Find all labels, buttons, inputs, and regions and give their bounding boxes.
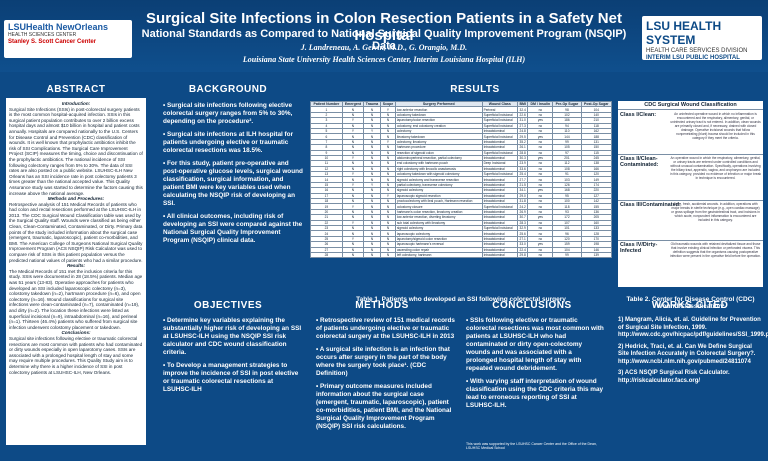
- poster-title: Surgical Site Infections in Colon Resect…: [146, 10, 622, 44]
- methods-heading: METHODS: [355, 300, 409, 311]
- cdc-class-description: An operative wound in which the respirat…: [670, 156, 762, 180]
- cdc-class-description: Open, fresh, accidental wounds. In addit…: [671, 202, 760, 222]
- table-cell: N: [380, 251, 396, 259]
- table-cell: 139: [580, 251, 613, 259]
- conclusions-list: • SSIs following elective or traumatic c…: [466, 317, 604, 415]
- table-cell: Superficial Incisional: [481, 133, 518, 140]
- table-cell: Superficial Incisional: [481, 203, 518, 210]
- table-cell: Intraabdominal: [481, 251, 518, 259]
- support-footnote: This work was supported by the LSUHSC Ca…: [466, 442, 597, 450]
- poster-affiliation: Louisiana State University Health Scienc…: [242, 55, 526, 64]
- table-cell: 29.8: [516, 251, 529, 259]
- abstract-intro-text: Surgical Site Infections (SSIs) in post-…: [9, 106, 143, 196]
- cdc-class-name: Class I/Clean:: [620, 112, 657, 118]
- background-item: • Surgical site infections at ILH hospit…: [163, 131, 294, 154]
- background-heading: BACKGROUND: [188, 84, 268, 95]
- methods-item: • Retrospective review of 151 medical re…: [316, 317, 455, 340]
- methods-item: • Primary outcome measures included info…: [316, 383, 452, 430]
- abstract-methods-heading: Methods and Procedures:: [47, 196, 105, 202]
- table-cell: left colectomy, hartmann: [394, 251, 483, 259]
- abstract-methods-text: Retrospective analysis of 151 Medical Re…: [9, 201, 143, 263]
- background-item: • For this study, patient pre-operative …: [163, 160, 303, 207]
- table-column-header: Post-Op Sugar: [580, 100, 613, 108]
- objectives-list: • Determine key variables explaining the…: [163, 317, 303, 399]
- abstract-results-text: The Medical Records of 151 met the inclu…: [9, 268, 143, 330]
- table-cell: proctocolectomy with ileal pouch, Hartma…: [394, 197, 483, 205]
- table-column-header: Scope: [380, 100, 396, 108]
- reference-item: 1) Mangram, Alicia, et. al. Guideline fo…: [618, 317, 768, 338]
- patient-table: Patient Number Emergent Trauma Scope Surgery…: [310, 100, 613, 259]
- conclusions-item: • SSIs following elective or traumatic c…: [466, 317, 604, 372]
- table-column-header: Emergent: [341, 100, 365, 108]
- table1-caption: Table 1. Patients who developed an SSI f…: [356, 296, 566, 303]
- table-column-header: Trauma: [362, 100, 382, 108]
- logo-right-line2: HEALTH CARE SERVICES DIVISION: [646, 48, 748, 54]
- cdc-table-heading: CDC Surgical Wound Classification: [618, 101, 763, 110]
- conclusions-item: • With varying staff interpretation of w…: [466, 378, 604, 409]
- background-list: • Surgical site infections following ele…: [163, 102, 303, 250]
- results-heading: RESULTS: [450, 84, 500, 95]
- background-item: • Surgical site infections following ele…: [163, 102, 293, 125]
- objectives-heading: OBJECTIVES: [193, 300, 263, 311]
- poster-subtitle: National Standards as Compared to Nation…: [141, 28, 627, 52]
- lsu-health-new-orleans-logo: LSUHealth NewOrleans HEALTH SCIENCES CEN…: [4, 20, 132, 58]
- abstract-conclusions-text: Surgical site infections following elect…: [9, 335, 143, 375]
- table-column-header: Pre-Op Sugar: [552, 100, 582, 108]
- methods-item: • A surgical site infection is an infect…: [316, 346, 450, 377]
- cdc-class-row: Class I/Clean: An uninfected operative w…: [618, 110, 763, 155]
- table-header-row: Patient Number Emergent Trauma Scope Surgery…: [310, 100, 613, 108]
- cdc-class-name: Class III/Contaminated:: [620, 202, 681, 208]
- works-cited-heading: WORKS CITED: [651, 300, 729, 311]
- table-cell: Superficial Incisional: [481, 224, 518, 232]
- objectives-item: • To Develop a management strategies to …: [163, 362, 299, 393]
- table-cell: Superficial Incisional: [481, 171, 518, 178]
- logo-right-line3: INTERIM LSU PUBLIC HOSPITAL: [646, 55, 740, 61]
- table2-caption: Table 2. Center for Disease Control (CDC…: [626, 296, 755, 310]
- cdc-class-description: Old traumatic wounds with retained devit…: [670, 242, 761, 258]
- conclusions-heading: CONCLUSIONS: [492, 300, 572, 311]
- table-cell: 28: [310, 251, 343, 259]
- abstract-results-heading: Results:: [66, 263, 86, 269]
- logo-right-line1: LSU HEALTH SYSTEM: [646, 19, 722, 47]
- table-cell: N: [362, 251, 382, 259]
- cdc-class-row: Class II/Clean-Contaminated: An operativ…: [618, 154, 763, 201]
- table-cell: Superficial Incisional: [481, 111, 518, 119]
- abstract-panel: Introduction: Surgical Site Infections (…: [6, 98, 146, 445]
- table-cell: Superficial Incisional: [481, 117, 518, 124]
- abstract-intro-heading: Introduction:: [61, 101, 91, 106]
- table-cell: no: [527, 251, 554, 259]
- poster-header: LSUHealth NewOrleans HEALTH SCIENCES CEN…: [0, 0, 768, 72]
- logo-left-line3: Stanley S. Scott Cancer Center: [8, 39, 97, 45]
- poster-authors: J. Landreneau, A. Gelvin, M.D., G. Orang…: [300, 43, 468, 52]
- table-column-header: Patient Number: [310, 100, 343, 108]
- cdc-class-name: Class II/Clean-Contaminated:: [620, 156, 659, 168]
- logo-left-line1: LSUHealth NewOrleans: [8, 22, 109, 32]
- abstract-conclusions-heading: Conclusions:: [61, 330, 91, 336]
- cdc-class-row: Class III/Contaminated: Open, fresh, acc…: [618, 200, 763, 241]
- table-column-header: DM / Insulin: [527, 100, 554, 108]
- cdc-class-name: Class IV/Dirty-Infected: [620, 242, 658, 254]
- table-cell: Superficial Incisional: [481, 122, 518, 129]
- cdc-class-description: An uninfected operative wound in which n…: [670, 112, 761, 140]
- cdc-wound-table: CDC Surgical Wound Classification Class …: [618, 101, 763, 287]
- abstract-heading: ABSTRACT: [46, 84, 106, 95]
- logo-left-line2: HEALTH SCIENCES CENTER: [8, 32, 77, 38]
- lsu-health-system-logo: LSU HEALTH SYSTEM HEALTH CARE SERVICES D…: [642, 16, 762, 61]
- cdc-class-row: Class IV/Dirty-Infected Old traumatic wo…: [618, 240, 763, 287]
- works-cited-list: 1) Mangram, Alicia, et. al. Guideline fo…: [618, 317, 768, 385]
- objectives-item: • Determine key variables explaining the…: [163, 317, 302, 356]
- reference-item: 2) Hedrick, Traci, et. al. Can We Define…: [618, 343, 756, 365]
- table-cell: 99: [552, 251, 582, 259]
- reference-item: 3) ACS NSQIP Surgical Risk Calculator. h…: [618, 370, 730, 384]
- methods-list: • Retrospective review of 151 medical re…: [316, 317, 456, 436]
- background-item: • All clinical outcomes, including risk …: [163, 213, 303, 244]
- table-cell: N: [341, 251, 365, 259]
- table-cell: Superficial Incisional: [481, 149, 518, 156]
